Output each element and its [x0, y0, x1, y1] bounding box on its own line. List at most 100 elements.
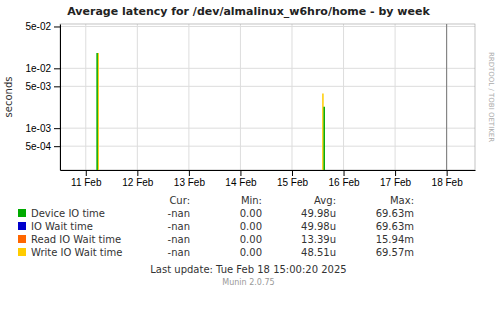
y-tick: 1e-02: [25, 63, 60, 74]
grid-line-x: [395, 24, 396, 170]
y-axis: 5e-04 1e-03 5e-03 1e-02 5e-02: [25, 21, 60, 170]
x-tick-mark: [344, 170, 345, 176]
legend-stat: 0.00: [240, 221, 262, 232]
x-tick-mark: [240, 170, 241, 176]
legend-stat: 49.98u: [301, 208, 336, 219]
legend-header: Avg:: [314, 195, 336, 206]
x-tick-label: 12 Feb: [122, 177, 154, 188]
series: [98, 53, 323, 170]
plot-frame: [60, 24, 475, 170]
x-tick-mark: [395, 170, 396, 176]
legend-header: Max:: [390, 195, 414, 206]
vline: [446, 24, 447, 170]
stem: [323, 107, 325, 170]
x-tick: 12 Feb: [122, 170, 154, 188]
grid-line-x: [343, 24, 344, 170]
y-tick-label: 5e-04: [25, 141, 51, 152]
y-tick: 5e-03: [25, 81, 60, 92]
legend-stat: -nan: [168, 208, 190, 219]
grid-line-y: [60, 128, 475, 129]
grid-line-x: [137, 24, 138, 170]
x-axis: 11 Feb 12 Feb 13 Feb 14 Feb 15 Feb 16 Feb 17 F…: [61, 170, 476, 188]
y-tick-mark: [54, 86, 60, 87]
x-tick-label: 17 Feb: [380, 177, 412, 188]
x-tick: 15 Feb: [277, 170, 309, 188]
legend-label: Write IO Wait time: [31, 247, 122, 258]
grid-line-x: [446, 24, 447, 170]
grid: [60, 24, 475, 170]
legend-swatch: [18, 222, 26, 230]
legend-stat: 69.63m: [376, 221, 414, 232]
legend-stat: 0.00: [240, 247, 262, 258]
legend-label: IO Wait time: [31, 221, 93, 232]
y-tick: 1e-03: [25, 123, 60, 134]
y-tick-mark: [54, 128, 60, 129]
grid-line-y: [60, 68, 475, 69]
x-tick: 18 Feb: [432, 170, 464, 188]
legend-stat: 13.39u: [301, 234, 336, 245]
legend-stat: 0.00: [240, 208, 262, 219]
marks: [97, 24, 447, 170]
x-tick-label: 15 Feb: [277, 177, 309, 188]
x-tick: 17 Feb: [380, 170, 412, 188]
legend-stat: 0.00: [240, 234, 262, 245]
stem: [97, 53, 99, 170]
watermark: RRDTOOL / TOBI OETIKER: [487, 52, 495, 142]
legend-stat: -nan: [168, 234, 190, 245]
y-tick: 5e-04: [25, 141, 60, 152]
x-tick: 16 Feb: [328, 170, 360, 188]
legend: Cur: Min: Avg: Max: Device IO time -nan 0.00 49…: [18, 195, 414, 258]
y-axis-line: [60, 25, 61, 171]
grid-line-y: [60, 26, 475, 27]
grid-line-x: [240, 24, 241, 170]
legend-swatch: [18, 248, 26, 256]
y-tick-mark: [54, 68, 60, 69]
x-tick-label: 14 Feb: [225, 177, 257, 188]
legend-label: Device IO time: [31, 208, 105, 219]
y-axis-title: seconds: [3, 77, 14, 118]
legend-stat: -nan: [168, 221, 190, 232]
x-tick-mark: [137, 170, 138, 176]
x-tick-label: 16 Feb: [328, 177, 360, 188]
legend-stat: 69.63m: [376, 208, 414, 219]
stem: [322, 93, 324, 170]
y-tick-label: 1e-02: [25, 63, 51, 74]
legend-header: Min:: [241, 195, 262, 206]
legend-stat: -nan: [168, 247, 190, 258]
grid-line-x: [291, 24, 292, 170]
legend-stat: 49.98u: [301, 221, 336, 232]
title: Average latency for /dev/almalinux_w6hro…: [67, 5, 430, 18]
stem: [96, 53, 98, 170]
x-tick-mark: [292, 170, 293, 176]
legend-stat: 15.94m: [376, 234, 414, 245]
chart: Average latency for /dev/almalinux_w6hro…: [0, 0, 497, 311]
x-axis-line: [61, 170, 476, 171]
x-tick-label: 18 Feb: [432, 177, 464, 188]
legend-header: Cur:: [169, 195, 190, 206]
grid-line-x: [188, 24, 189, 170]
y-tick: 5e-02: [25, 21, 60, 32]
x-tick: 11 Feb: [71, 170, 102, 188]
grid-line-x: [85, 24, 86, 170]
version: Munin 2.0.75: [222, 278, 274, 287]
legend-stat: 69.57m: [376, 247, 414, 258]
legend-stat: 48.51u: [301, 247, 336, 258]
x-tick: 13 Feb: [174, 170, 206, 188]
last-update: Last update: Tue Feb 18 15:00:20 2025: [150, 264, 346, 275]
y-tick-mark: [54, 26, 60, 27]
y-tick-label: 1e-03: [25, 123, 51, 134]
legend-label: Read IO Wait time: [31, 234, 121, 245]
y-tick-mark: [54, 146, 60, 147]
x-tick-label: 13 Feb: [174, 177, 206, 188]
y-tick-label: 5e-03: [25, 81, 51, 92]
plot: 11 Feb 12 Feb 13 Feb 14 Feb 15 Feb 16 Feb 17 F…: [25, 21, 475, 188]
x-tick: 14 Feb: [225, 170, 257, 188]
x-tick-mark: [189, 170, 190, 176]
x-tick-mark: [447, 170, 448, 176]
legend-swatch: [18, 235, 26, 243]
x-tick-mark: [86, 170, 87, 176]
series: [97, 53, 324, 170]
grid-line-y: [60, 146, 475, 147]
grid-line-y: [60, 86, 475, 87]
legend-swatch: [18, 209, 26, 217]
